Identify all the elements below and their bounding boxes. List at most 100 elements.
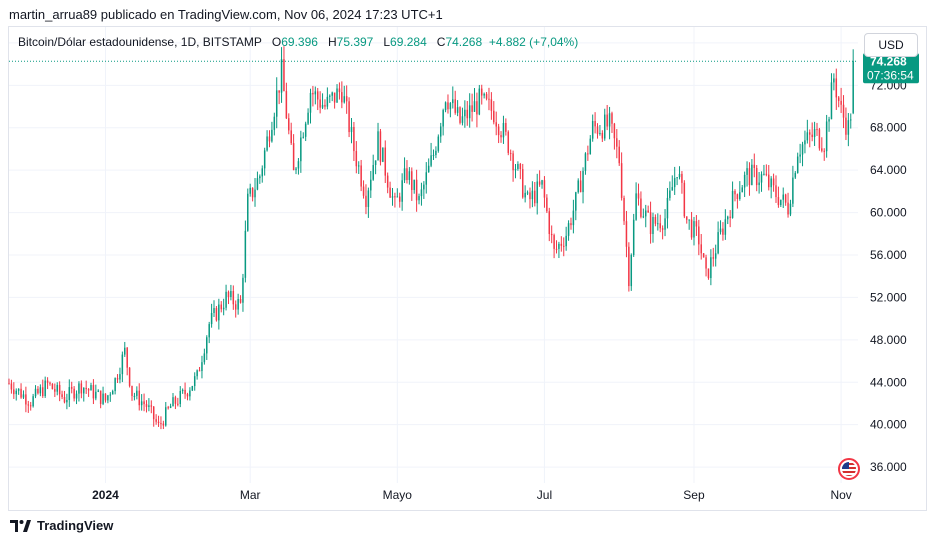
candle-body bbox=[165, 407, 167, 426]
candle-body bbox=[13, 389, 15, 395]
candle-body bbox=[418, 196, 420, 201]
candle-body bbox=[666, 197, 669, 219]
candle-body bbox=[80, 383, 83, 394]
time-axis: 2024 Mar Mayo Jul Sep Nov bbox=[92, 488, 852, 502]
candle-body bbox=[174, 397, 177, 404]
candle-body bbox=[124, 347, 126, 355]
candle-body bbox=[490, 99, 493, 111]
candle-body bbox=[408, 171, 411, 180]
candle-body bbox=[251, 187, 254, 198]
candle-body bbox=[83, 387, 85, 394]
candle-body bbox=[710, 257, 712, 279]
candle-body bbox=[22, 394, 25, 398]
candle-body bbox=[722, 228, 724, 235]
candle-body bbox=[623, 197, 625, 222]
candle-body bbox=[736, 194, 739, 199]
y-tick-label: 56.000 bbox=[870, 248, 907, 262]
candle-countdown: 07:36:54 bbox=[867, 68, 914, 82]
candle-body bbox=[95, 391, 97, 399]
candle-body bbox=[495, 122, 497, 127]
candle-body bbox=[719, 228, 722, 233]
chart-frame bbox=[8, 26, 927, 511]
tradingview-logo[interactable]: TradingView bbox=[10, 518, 113, 533]
candle-body bbox=[423, 184, 425, 190]
candle-body bbox=[341, 92, 343, 103]
candle-body bbox=[138, 390, 140, 406]
candle-body bbox=[46, 380, 49, 383]
candle-body bbox=[840, 100, 842, 105]
candle-body bbox=[502, 122, 505, 138]
candle-body bbox=[845, 117, 847, 135]
symbol-legend: Bitcoin/Dólar estadounidense, 1D, BITSTA… bbox=[18, 35, 578, 49]
candle-body bbox=[534, 190, 536, 204]
candle-body bbox=[302, 136, 305, 138]
candle-body bbox=[536, 181, 538, 204]
candle-body bbox=[676, 177, 678, 179]
x-tick-label: Mayo bbox=[383, 488, 413, 502]
candle-body bbox=[526, 192, 529, 194]
candle-body bbox=[172, 397, 174, 407]
candle-body bbox=[321, 104, 324, 108]
candle-body bbox=[415, 179, 418, 201]
candle-body bbox=[420, 189, 423, 197]
candle-body bbox=[160, 423, 162, 425]
candle-body bbox=[114, 378, 116, 392]
candle-body bbox=[577, 180, 579, 193]
candle-body bbox=[468, 105, 471, 119]
candle-body bbox=[430, 155, 432, 166]
y-tick-label: 60.000 bbox=[870, 206, 907, 220]
candle-body bbox=[529, 192, 531, 200]
candle-body bbox=[702, 253, 705, 258]
candle-body bbox=[789, 203, 792, 215]
candle-body bbox=[58, 384, 61, 395]
candle-body bbox=[78, 383, 80, 394]
candle-body bbox=[541, 180, 543, 185]
candle-body bbox=[102, 393, 104, 404]
candle-body bbox=[256, 178, 259, 190]
candle-body bbox=[213, 308, 215, 313]
candle-body bbox=[707, 268, 710, 279]
candle-body bbox=[770, 178, 772, 188]
candle-body bbox=[312, 92, 314, 95]
candle-body bbox=[191, 386, 194, 391]
candle-body bbox=[384, 147, 387, 176]
candle-body bbox=[806, 132, 809, 141]
candle-body bbox=[616, 138, 618, 147]
low-label: L bbox=[383, 35, 391, 49]
x-tick-label: Mar bbox=[240, 488, 261, 502]
candle-body bbox=[830, 82, 833, 120]
candle-body bbox=[234, 304, 237, 310]
candle-body bbox=[476, 101, 478, 115]
x-tick-label: Jul bbox=[537, 488, 552, 502]
price-axis: 76.00072.00068.00064.00060.00056.00052.0… bbox=[870, 36, 907, 474]
candle-body bbox=[355, 151, 358, 167]
candle-body bbox=[835, 78, 838, 98]
candle-body bbox=[582, 170, 584, 193]
candle-body bbox=[136, 390, 138, 396]
candle-body bbox=[370, 179, 372, 191]
candle-body bbox=[572, 210, 575, 226]
y-tick-label: 52.000 bbox=[870, 290, 907, 304]
candle-body bbox=[464, 109, 466, 117]
candle-body bbox=[155, 419, 157, 422]
candle-body bbox=[753, 164, 756, 169]
currency-button[interactable]: USD bbox=[864, 33, 918, 57]
candle-body bbox=[425, 172, 428, 185]
candle-body bbox=[497, 126, 500, 136]
candle-body bbox=[280, 59, 283, 93]
candle-body bbox=[637, 193, 640, 199]
candle-body bbox=[673, 178, 676, 188]
candle-body bbox=[505, 122, 507, 132]
candle-body bbox=[775, 185, 777, 198]
candle-body bbox=[642, 216, 645, 218]
candle-body bbox=[39, 387, 42, 394]
change-value: +4.882 (+7,04%) bbox=[488, 35, 579, 49]
candle-body bbox=[140, 401, 143, 406]
candle-body bbox=[348, 101, 350, 133]
candle-body bbox=[295, 168, 297, 171]
candle-body bbox=[606, 114, 608, 127]
close-label: C bbox=[436, 35, 446, 49]
candle-body bbox=[247, 193, 249, 231]
candle-body bbox=[669, 190, 671, 198]
